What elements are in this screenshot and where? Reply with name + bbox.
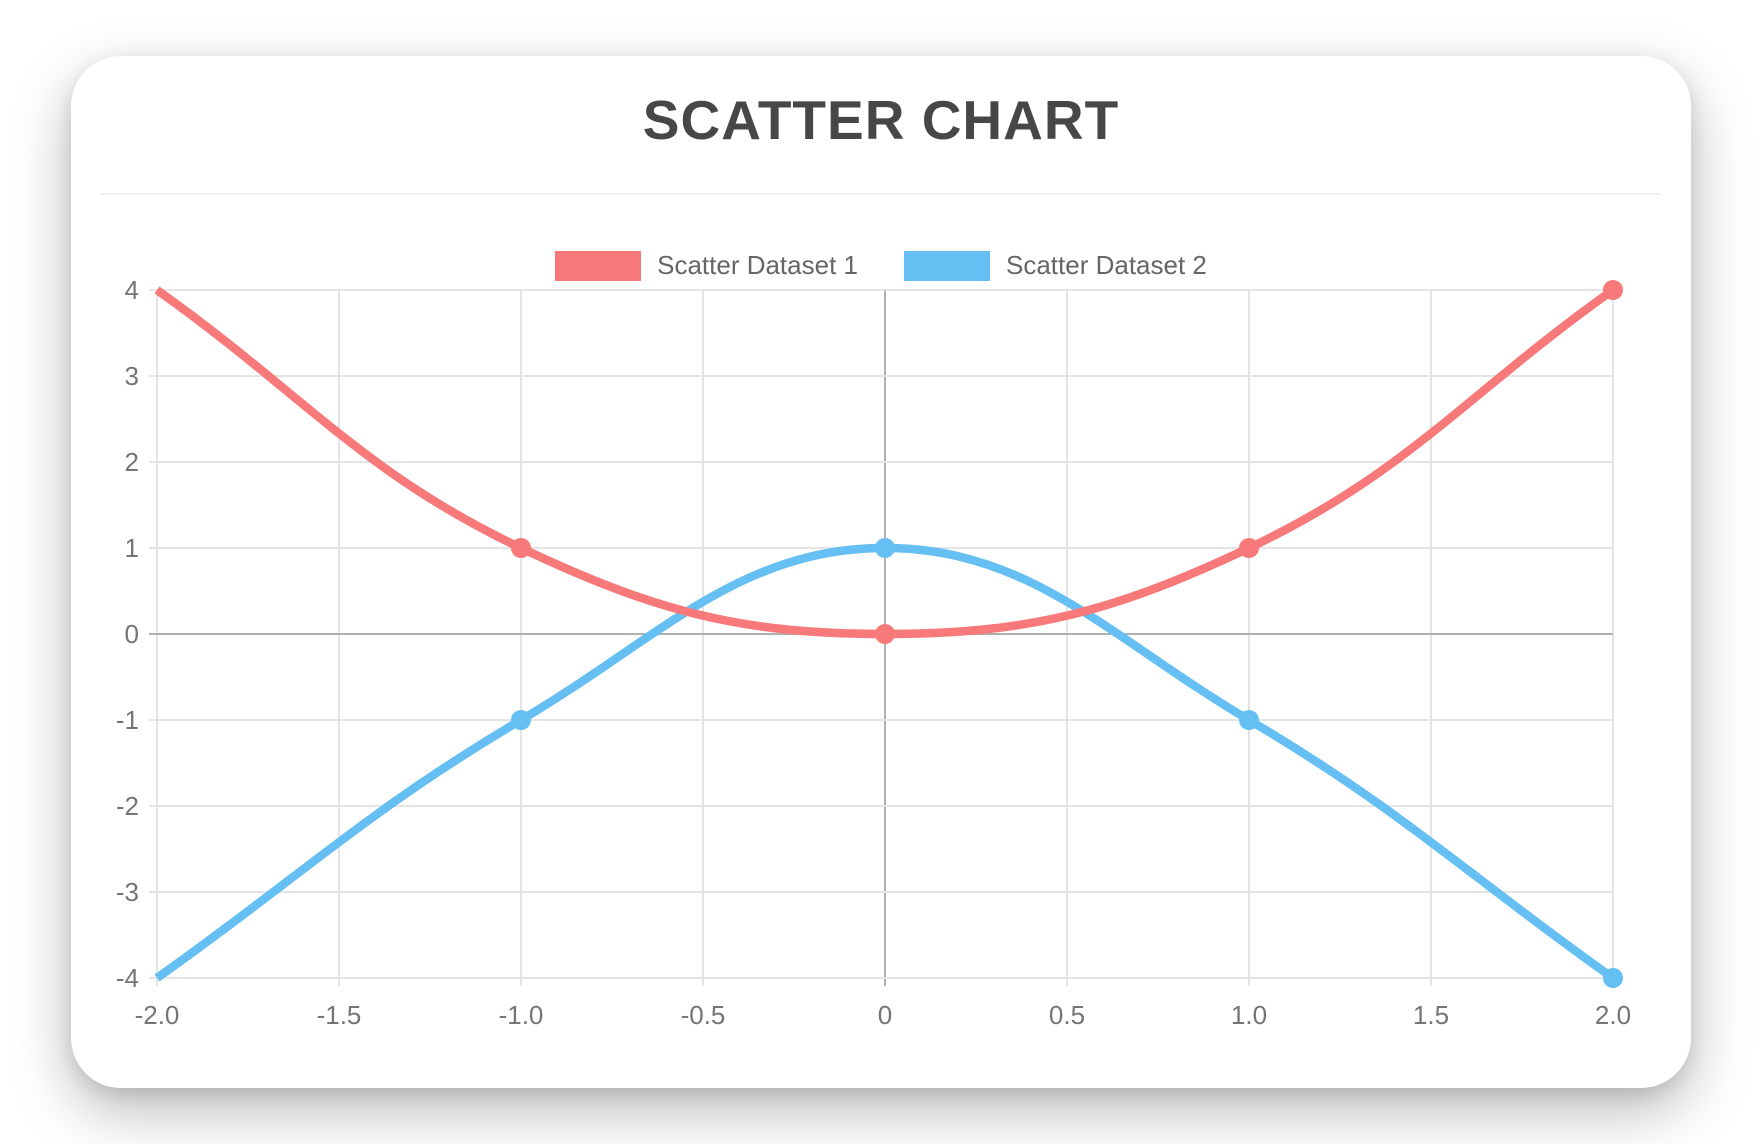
legend-label-dataset-2: Scatter Dataset 2: [1006, 250, 1207, 280]
x-tick-label: -1.0: [499, 1000, 544, 1030]
x-tick-label: -0.5: [681, 1000, 726, 1030]
chart-card: SCATTER CHART Scatter Dataset 1 Scatter …: [71, 56, 1691, 1088]
y-tick-label: 1: [125, 533, 139, 563]
x-tick-label: 1.0: [1231, 1000, 1267, 1030]
x-tick-label: 1.5: [1413, 1000, 1449, 1030]
data-point-series-2[interactable]: [1603, 968, 1623, 988]
chart-title: SCATTER CHART: [642, 89, 1120, 151]
data-point-series-2[interactable]: [1239, 710, 1259, 730]
x-tick-label: -1.5: [317, 1000, 362, 1030]
y-tick-label: -1: [116, 705, 139, 735]
y-tick-label: 2: [125, 447, 139, 477]
data-point-series-1[interactable]: [1603, 280, 1623, 300]
data-point-series-2[interactable]: [511, 710, 531, 730]
legend-swatch-dataset-2: [904, 250, 990, 281]
data-point-series-1[interactable]: [875, 624, 895, 644]
legend-item-dataset-1[interactable]: Scatter Dataset 1: [555, 250, 858, 281]
y-tick-label: 4: [125, 275, 139, 305]
x-tick-label: 2.0: [1595, 1000, 1631, 1030]
title-divider: [101, 193, 1661, 195]
x-tick-label: 0.5: [1049, 1000, 1085, 1030]
chart-legend: Scatter Dataset 1 Scatter Dataset 2: [71, 250, 1691, 281]
data-point-series-1[interactable]: [511, 538, 531, 558]
legend-label-dataset-1: Scatter Dataset 1: [657, 250, 858, 280]
data-point-series-2[interactable]: [875, 538, 895, 558]
y-tick-label: 3: [125, 361, 139, 391]
legend-swatch-dataset-1: [555, 250, 642, 281]
y-tick-label: -3: [116, 877, 139, 907]
y-tick-label: -2: [116, 791, 139, 821]
legend-item-dataset-2[interactable]: Scatter Dataset 2: [904, 250, 1207, 281]
y-tick-label: -4: [116, 963, 139, 993]
x-tick-label: 0: [878, 1000, 892, 1030]
scatter-plot-canvas[interactable]: -2.0 -1.5 -1.0 -0.5 0 0.5 1.0 1.5 2.0 4 3 2 1 0 -1 -2 -3…: [71, 56, 1691, 1088]
y-tick-label: 0: [125, 619, 139, 649]
data-point-series-1[interactable]: [1239, 538, 1259, 558]
x-tick-label: -2.0: [135, 1000, 180, 1030]
